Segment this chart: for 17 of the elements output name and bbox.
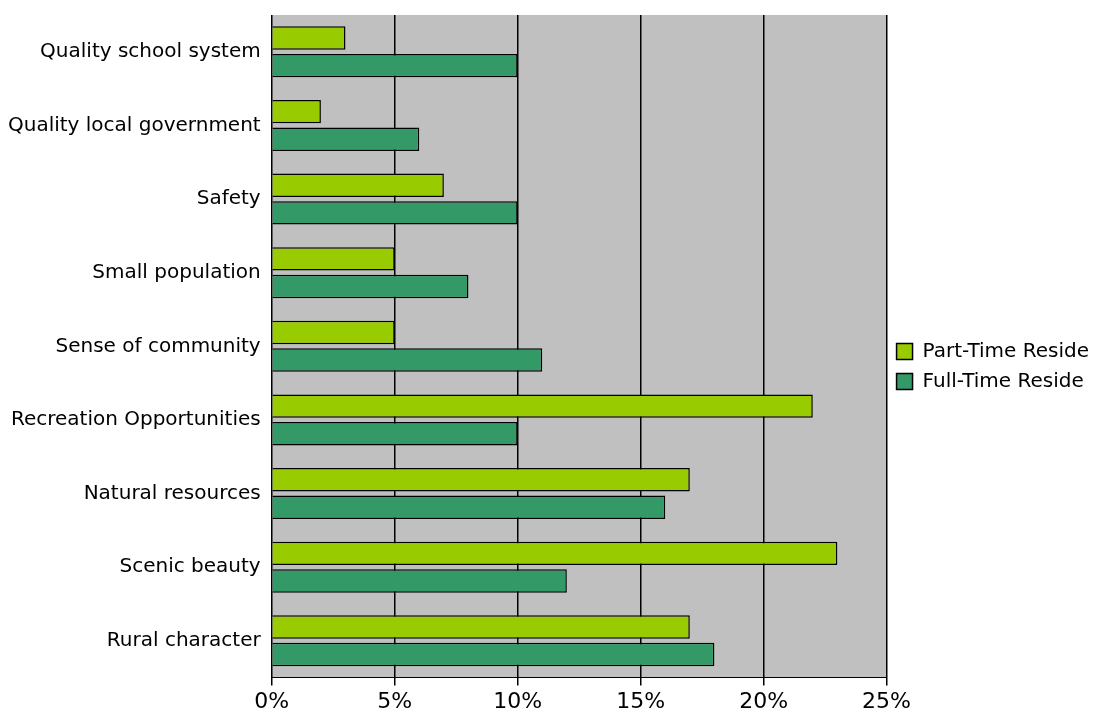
legend-label: Full-Time Reside	[922, 367, 1084, 392]
y-tick-label: Quality school system	[40, 38, 261, 63]
y-tick-label: Small population	[92, 258, 261, 283]
x-tick-label: 10%	[493, 687, 543, 713]
x-tick-label: 0%	[254, 687, 290, 713]
y-tick-label: Sense of community	[55, 332, 261, 357]
y-tick-label: Rural character	[106, 626, 262, 651]
y-tick-label: Natural resources	[83, 479, 261, 504]
x-tick-label: 5%	[377, 687, 413, 713]
y-tick-label: Safety	[196, 185, 261, 210]
x-tick-label: 25%	[862, 687, 912, 713]
y-tick-label: Quality local government	[7, 111, 261, 136]
legend-label: Part-Time Reside	[922, 337, 1090, 362]
x-tick-label: 15%	[616, 687, 666, 713]
y-tick-label: Recreation Opportunities	[10, 406, 261, 431]
x-tick-label: 20%	[739, 687, 789, 713]
y-tick-label: Scenic beauty	[119, 553, 261, 578]
